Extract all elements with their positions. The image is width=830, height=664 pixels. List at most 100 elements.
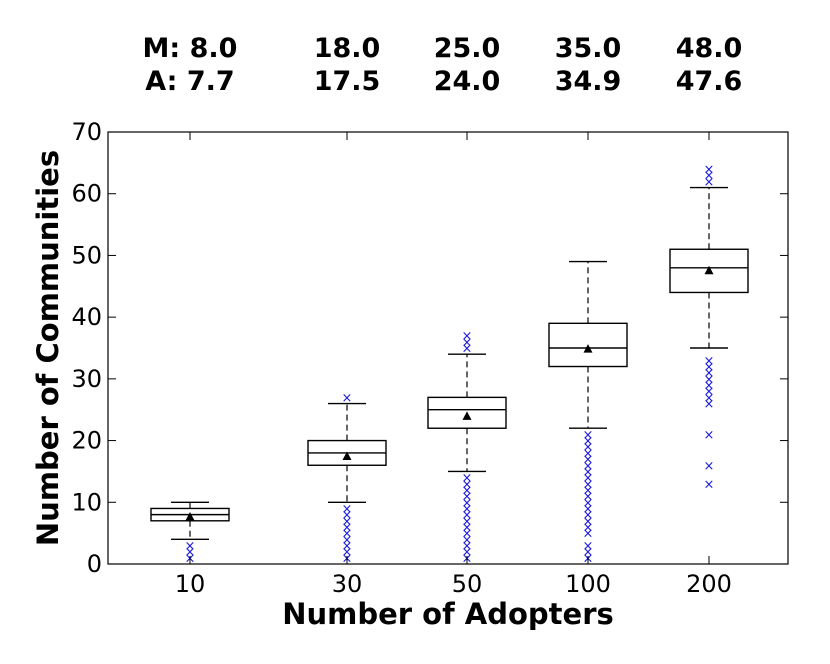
- outlier-point: ×: [462, 539, 473, 554]
- y-tick-label: 70: [71, 118, 102, 146]
- mean-value-10: A: 7.7: [145, 66, 234, 97]
- y-tick-label: 30: [71, 365, 102, 393]
- outlier-point: ×: [704, 175, 715, 190]
- outlier-point: ×: [342, 545, 353, 560]
- mean-marker: [704, 265, 714, 275]
- outlier-point: ×: [583, 520, 594, 535]
- outlier-point: ×: [462, 520, 473, 535]
- outlier-point: ×: [185, 539, 196, 554]
- mean-value-30: 17.5: [314, 66, 381, 97]
- outlier-point: ×: [704, 360, 715, 375]
- outlier-point: ×: [462, 335, 473, 350]
- outlier-point: ×: [462, 490, 473, 505]
- outlier-point: ×: [462, 496, 473, 511]
- outlier-point: ×: [583, 453, 594, 468]
- outlier-point: ×: [342, 520, 353, 535]
- plot-area-frame: [107, 131, 789, 565]
- outlier-point: ×: [583, 428, 594, 443]
- outlier-point: ×: [704, 428, 715, 443]
- stats-header: M: 8.0A: 7.7 18.017.5 25.024.0 35.034.9 48.0…: [143, 33, 743, 97]
- outlier-point: ×: [583, 508, 594, 523]
- outlier-point: ×: [583, 446, 594, 461]
- outlier-point: ×: [704, 459, 715, 474]
- outlier-point: ×: [462, 342, 473, 357]
- outlier-point: ×: [583, 440, 594, 455]
- outlier-point: ×: [704, 385, 715, 400]
- outlier-point: ×: [704, 372, 715, 387]
- mean-value-50: 24.0: [434, 66, 501, 97]
- x-tick-label-10: 10: [175, 570, 206, 598]
- outlier-point: ×: [704, 397, 715, 412]
- mean-value-100: 34.9: [555, 66, 622, 97]
- mean-marker: [583, 344, 593, 353]
- outlier-point: ×: [704, 477, 715, 492]
- x-tick-label-200: 200: [686, 570, 732, 598]
- outlier-point: ×: [583, 496, 594, 511]
- y-tick-label: 10: [71, 488, 102, 516]
- outlier-point: ×: [462, 477, 473, 492]
- outlier-point: ×: [342, 502, 353, 517]
- iqr-box: [548, 322, 628, 368]
- outlier-point: ×: [583, 477, 594, 492]
- mean-marker: [185, 511, 195, 521]
- x-tick-label-30: 30: [332, 570, 363, 598]
- outlier-point: ×: [704, 379, 715, 394]
- outlier-point: ×: [185, 545, 196, 560]
- box-group-100: [548, 260, 628, 429]
- x-tick-label-100: 100: [565, 570, 611, 598]
- x-axis-title: Number of Adopters: [282, 597, 614, 631]
- boxes: [150, 186, 749, 541]
- outlier-point: ×: [342, 539, 353, 554]
- mean-value-200: 47.6: [676, 66, 743, 97]
- outlier-point: ×: [342, 527, 353, 542]
- box-group-10: [150, 501, 230, 541]
- outlier-point: ×: [583, 490, 594, 505]
- y-tick-label: 0: [87, 550, 102, 578]
- outlier-point: ×: [583, 465, 594, 480]
- outliers: ××××××××××××××××××××××××××××××××××××××××…: [185, 163, 715, 567]
- outlier-point: ×: [583, 514, 594, 529]
- outlier-point: ×: [342, 533, 353, 548]
- outlier-point: ×: [342, 514, 353, 529]
- outlier-point: ×: [704, 354, 715, 369]
- mean-marker: [462, 411, 472, 420]
- box-group-30: [307, 402, 387, 503]
- median-value-30: 18.0: [314, 33, 381, 64]
- outlier-point: ×: [704, 391, 715, 406]
- outlier-point: ×: [704, 169, 715, 184]
- outlier-point: ×: [462, 533, 473, 548]
- box-group-200: [669, 186, 749, 349]
- y-tick-label: 50: [71, 241, 102, 269]
- outlier-point: ×: [462, 508, 473, 523]
- outlier-point: ×: [342, 508, 353, 523]
- outlier-point: ×: [583, 483, 594, 498]
- median-value-100: 35.0: [555, 33, 622, 64]
- outlier-point: ×: [462, 483, 473, 498]
- y-tick-label: 20: [71, 427, 102, 455]
- median-value-10: M: 8.0: [143, 33, 238, 64]
- outlier-point: ×: [583, 434, 594, 449]
- outlier-point: ×: [462, 545, 473, 560]
- outlier-point: ×: [704, 163, 715, 178]
- outlier-point: ×: [583, 539, 594, 554]
- box-group-50: [427, 353, 507, 473]
- outlier-point: ×: [342, 391, 353, 406]
- x-tick-label-50: 50: [452, 570, 483, 598]
- outlier-point: ×: [462, 502, 473, 517]
- outlier-point: ×: [462, 514, 473, 529]
- outlier-point: ×: [462, 471, 473, 486]
- y-axis-title: Number of Communities: [31, 150, 65, 546]
- iqr-box: [427, 396, 507, 429]
- y-tick-label: 40: [71, 303, 102, 331]
- outlier-point: ×: [462, 527, 473, 542]
- median-value-50: 25.0: [434, 33, 501, 64]
- outlier-point: ×: [704, 366, 715, 381]
- median-value-200: 48.0: [676, 33, 743, 64]
- y-tick-label: 60: [71, 180, 102, 208]
- outlier-point: ×: [583, 502, 594, 517]
- x-axis: 10 30 50 100 200: [175, 132, 732, 598]
- outlier-point: ×: [583, 527, 594, 542]
- outlier-point: ×: [583, 471, 594, 486]
- iqr-box: [669, 248, 749, 294]
- mean-marker: [342, 451, 352, 460]
